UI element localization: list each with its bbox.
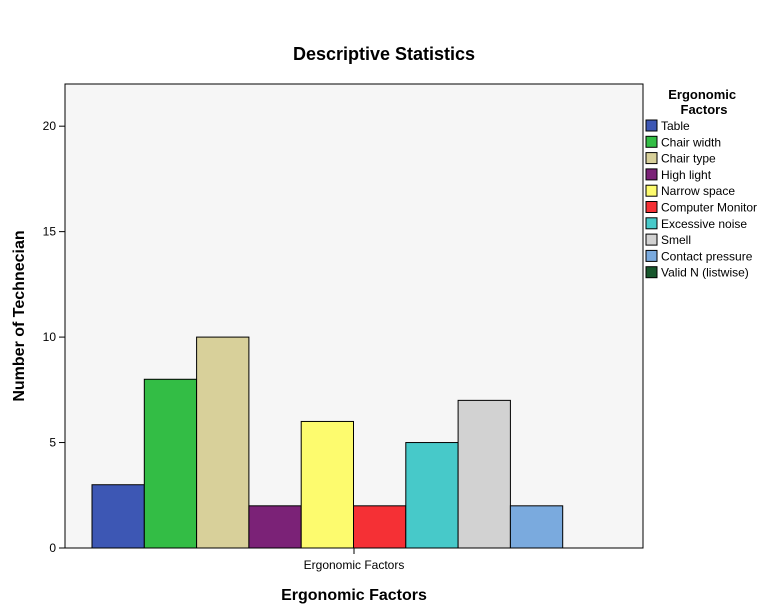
legend-swatch [645, 217, 658, 230]
legend-swatch [645, 184, 658, 197]
legend-swatch [645, 152, 658, 165]
legend-swatch [645, 249, 658, 262]
y-tick-label: 15 [43, 225, 57, 239]
y-axis-title: Number of Technecian [11, 230, 28, 401]
bar-computer-monitor [353, 505, 407, 549]
legend-label: Chair type [661, 152, 716, 166]
x-axis-title: Ergonomic Factors [281, 587, 427, 604]
bar-chair-width [143, 378, 198, 549]
chart-title: Descriptive Statistics [293, 44, 475, 64]
bar-excessive-noise [405, 442, 459, 549]
legend-title: Ergonomic Factors [668, 87, 740, 117]
x-axis: Ergonomic Factors [304, 548, 405, 572]
legend-label: High light [661, 168, 712, 182]
legend-swatch [645, 135, 658, 148]
legend-swatch [645, 201, 658, 213]
y-tick-label: 20 [43, 119, 57, 133]
legend: Ergonomic Factors Table Chair width Chair … [645, 87, 757, 280]
legend-label: Chair width [661, 135, 721, 149]
bar-contact-pressure [509, 505, 564, 549]
bar-high-light [248, 505, 302, 549]
legend-label: Smell [661, 233, 691, 247]
legend-label: Contact pressure [661, 249, 753, 263]
legend-label: Excessive noise [661, 217, 747, 231]
y-tick-label: 0 [49, 541, 56, 555]
legend-swatch [645, 168, 658, 181]
x-tick-label: Ergonomic Factors [304, 558, 405, 572]
legend-label: Computer Monitor [661, 201, 757, 215]
legend-items: Table Chair width Chair type High light Narr… [645, 119, 757, 280]
legend-swatch [645, 266, 658, 279]
legend-label: Narrow space [661, 184, 735, 198]
legend-label: Table [661, 119, 690, 133]
legend-swatch [645, 119, 658, 132]
y-tick-label: 10 [43, 330, 57, 344]
y-tick-label: 5 [49, 436, 56, 450]
legend-label: Valid N (listwise) [661, 266, 749, 280]
legend-swatch [645, 233, 658, 246]
bar-smell [457, 399, 511, 549]
bar-narrow-space [300, 420, 355, 549]
bars [91, 336, 564, 549]
y-axis: 0 5 10 15 20 [43, 119, 65, 555]
bar-chair-type [196, 336, 250, 549]
bar-table [91, 484, 145, 549]
